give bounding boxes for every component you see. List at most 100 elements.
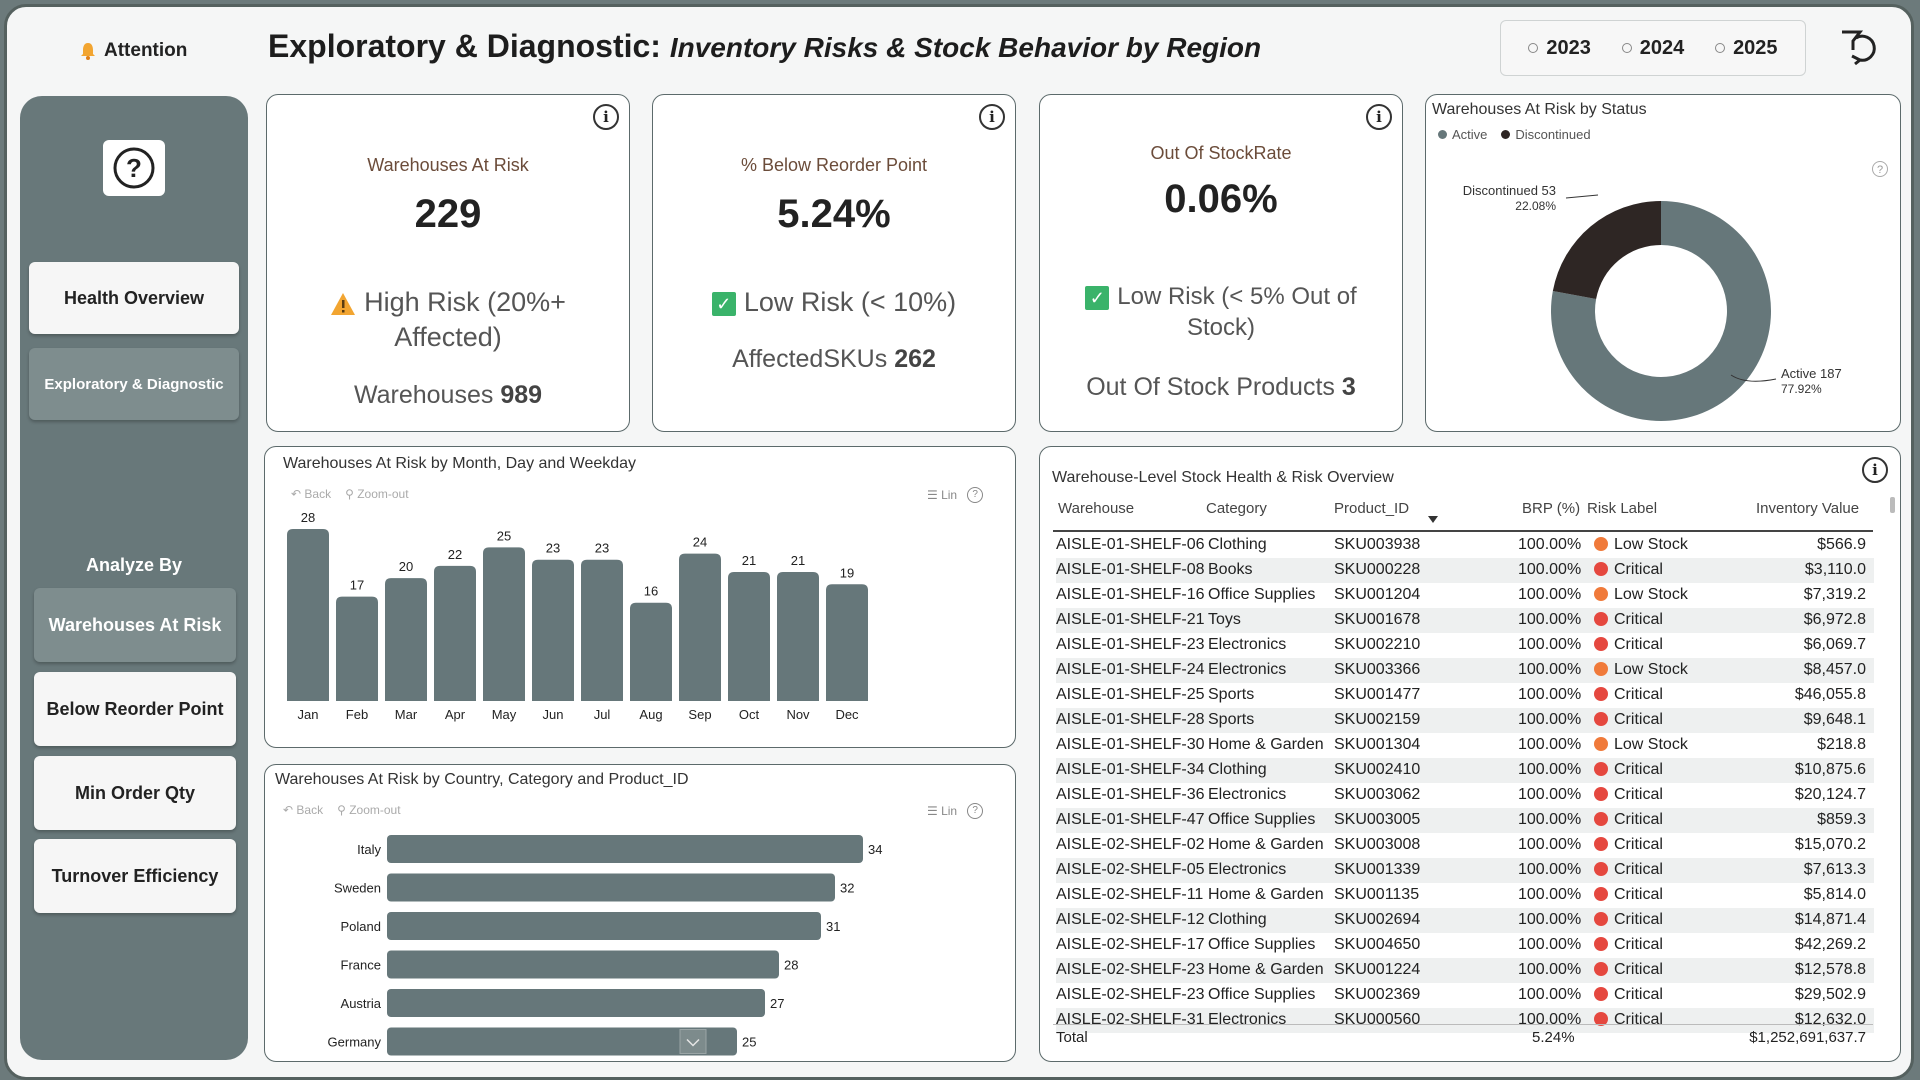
- bar-jun[interactable]: [532, 559, 574, 701]
- bar-sep[interactable]: [679, 553, 721, 701]
- table-row[interactable]: AISLE-01-SHELF-08 Books SKU000228 100.00% Cr…: [1056, 558, 1874, 583]
- critical-dot-icon: [1594, 937, 1608, 951]
- cell-brp: 100.00%: [1518, 586, 1582, 603]
- sort-desc-icon[interactable]: [1428, 516, 1438, 523]
- cell-warehouse: AISLE-01-SHELF-47: [1056, 811, 1205, 828]
- bar-apr[interactable]: [434, 565, 476, 701]
- table-row[interactable]: AISLE-01-SHELF-34 Clothing SKU002410 100.00…: [1056, 758, 1874, 783]
- analyze-min-order-qty[interactable]: Min Order Qty: [34, 756, 236, 830]
- column-header-risk-label[interactable]: Risk Label: [1587, 500, 1658, 517]
- analyze-warehouses-at-risk[interactable]: Warehouses At Risk: [34, 588, 236, 662]
- bar-value-label: 25: [497, 528, 511, 543]
- column-header-product-id[interactable]: Product_ID: [1334, 500, 1410, 517]
- chart-toolbar: ↶ Back ⚲ Zoom-out: [291, 487, 409, 501]
- chevron-down-icon[interactable]: [679, 1029, 707, 1054]
- table-row[interactable]: AISLE-02-SHELF-23 Home & Garden SKU001224 1…: [1056, 958, 1874, 983]
- help-icon[interactable]: ?: [967, 487, 984, 503]
- donut-slice-discontinued[interactable]: [1552, 201, 1661, 299]
- cell-brp: 100.00%: [1518, 536, 1582, 553]
- help-icon[interactable]: ?: [967, 803, 984, 819]
- bar-france[interactable]: [387, 950, 779, 979]
- year-option-2023[interactable]: 2023: [1528, 37, 1591, 60]
- table-row[interactable]: AISLE-01-SHELF-47 Office Supplies SKU00300…: [1056, 808, 1874, 833]
- low-stock-dot-icon: [1594, 737, 1608, 751]
- bar-feb[interactable]: [336, 596, 378, 701]
- risk-label-text: Critical: [1614, 636, 1663, 653]
- legend-item-active[interactable]: Active: [1438, 127, 1487, 142]
- analyze-turnover-efficiency[interactable]: Turnover Efficiency: [34, 839, 236, 913]
- zoom-out-button[interactable]: ⚲ Zoom-out: [345, 487, 409, 501]
- cell-inventory-value: $6,069.7: [1803, 636, 1866, 653]
- bar-dec[interactable]: [826, 584, 868, 701]
- column-header-category[interactable]: Category: [1206, 500, 1267, 517]
- info-icon[interactable]: i: [1862, 457, 1888, 483]
- cell-risk-label: Low Stock: [1594, 736, 1688, 754]
- warning-icon: [331, 292, 356, 315]
- help-button[interactable]: ?: [103, 140, 165, 196]
- donut-slice-active[interactable]: [1551, 201, 1771, 421]
- table-row[interactable]: AISLE-01-SHELF-30 Home & Garden SKU001304 1…: [1056, 733, 1874, 758]
- bar-nov[interactable]: [777, 572, 819, 701]
- bar-mar[interactable]: [385, 578, 427, 701]
- cell-inventory-value: $859.3: [1817, 811, 1866, 828]
- info-icon[interactable]: i: [1366, 104, 1392, 130]
- analyze-below-reorder-point[interactable]: Below Reorder Point: [34, 672, 236, 746]
- legend-item-discontinued[interactable]: Discontinued: [1501, 127, 1591, 142]
- reset-filter-icon[interactable]: [1838, 26, 1884, 66]
- info-icon[interactable]: i: [593, 104, 619, 130]
- year-label: 2024: [1639, 36, 1685, 59]
- back-button[interactable]: ↶ Back: [291, 487, 332, 501]
- nav-health-overview[interactable]: Health Overview: [29, 262, 239, 334]
- column-header-warehouse[interactable]: Warehouse: [1058, 500, 1135, 517]
- cell-brp: 100.00%: [1518, 736, 1582, 753]
- table-row[interactable]: AISLE-01-SHELF-25 Sports SKU001477 100.00% C…: [1056, 683, 1874, 708]
- table-row[interactable]: AISLE-02-SHELF-23 Office Supplies SKU00236…: [1056, 983, 1874, 1008]
- bar-germany[interactable]: [387, 1027, 737, 1056]
- table-row[interactable]: AISLE-02-SHELF-02 Home & Garden SKU003008 1…: [1056, 833, 1874, 858]
- bar-poland[interactable]: [387, 912, 821, 940]
- table-row[interactable]: AISLE-01-SHELF-16 Office Supplies SKU00120…: [1056, 583, 1874, 608]
- table-row[interactable]: AISLE-01-SHELF-24 Electronics SKU003366 100…: [1056, 658, 1874, 683]
- bar-value-label: 28: [784, 958, 798, 973]
- scrollbar[interactable]: [1890, 497, 1895, 513]
- cell-warehouse: AISLE-01-SHELF-25: [1056, 686, 1205, 703]
- table-row[interactable]: AISLE-02-SHELF-05 Electronics SKU001339 100…: [1056, 858, 1874, 883]
- radio-icon: [1621, 43, 1632, 53]
- cell-risk-label: Critical: [1594, 836, 1663, 854]
- table-row[interactable]: AISLE-01-SHELF-21 Toys SKU001678 100.00% Cri…: [1056, 608, 1874, 633]
- table-row[interactable]: AISLE-02-SHELF-11 Home & Garden SKU001135 1…: [1056, 883, 1874, 908]
- bar-may[interactable]: [483, 547, 525, 701]
- zoom-out-button[interactable]: ⚲ Zoom-out: [337, 803, 401, 817]
- cell-warehouse: AISLE-02-SHELF-23: [1056, 961, 1205, 978]
- lin-toggle[interactable]: ☰ Lin: [927, 488, 958, 502]
- table-row[interactable]: AISLE-02-SHELF-17 Office Supplies SKU00465…: [1056, 933, 1874, 958]
- table-row[interactable]: AISLE-01-SHELF-06 Clothing SKU003938 100.00…: [1056, 533, 1874, 558]
- bar-sweden[interactable]: [387, 873, 835, 902]
- year-option-2024[interactable]: 2024: [1621, 36, 1685, 60]
- attention-indicator[interactable]: Attention: [80, 40, 187, 62]
- cell-inventory-value: $7,319.2: [1803, 586, 1866, 603]
- back-button[interactable]: ↶ Back: [283, 803, 324, 817]
- table-row[interactable]: AISLE-01-SHELF-23 Electronics SKU002210 100…: [1056, 633, 1874, 658]
- risk-label-text: Critical: [1614, 711, 1663, 728]
- bar-italy[interactable]: [387, 835, 863, 863]
- bar-aug[interactable]: [630, 602, 672, 701]
- column-header-inventory-value[interactable]: Inventory Value: [1756, 500, 1860, 517]
- lin-toggle[interactable]: ☰ Lin: [927, 804, 958, 818]
- table-row[interactable]: AISLE-02-SHELF-31 Electronics SKU000560 100…: [1056, 1008, 1874, 1033]
- year-option-2025[interactable]: 2025: [1715, 37, 1778, 60]
- bar-jul[interactable]: [581, 559, 623, 701]
- help-icon[interactable]: ?: [1872, 161, 1888, 177]
- bar-value-label: 24: [693, 535, 707, 550]
- year-label: 2025: [1733, 36, 1778, 59]
- table-row[interactable]: AISLE-01-SHELF-36 Electronics SKU003062 100…: [1056, 783, 1874, 808]
- bar-jan[interactable]: [287, 529, 329, 701]
- bar-oct[interactable]: [728, 572, 770, 701]
- bar-austria[interactable]: [387, 989, 765, 1017]
- info-icon[interactable]: i: [979, 104, 1005, 130]
- table-row[interactable]: AISLE-02-SHELF-12 Clothing SKU002694 100.00…: [1056, 908, 1874, 933]
- nav-exploratory-diagnostic[interactable]: Exploratory & Diagnostic: [29, 348, 239, 420]
- table-row[interactable]: AISLE-01-SHELF-28 Sports SKU002159 100.00% C…: [1056, 708, 1874, 733]
- column-header-brp[interactable]: BRP (%): [1522, 500, 1581, 517]
- year-slicer: 2023 2024 2025: [1500, 20, 1806, 76]
